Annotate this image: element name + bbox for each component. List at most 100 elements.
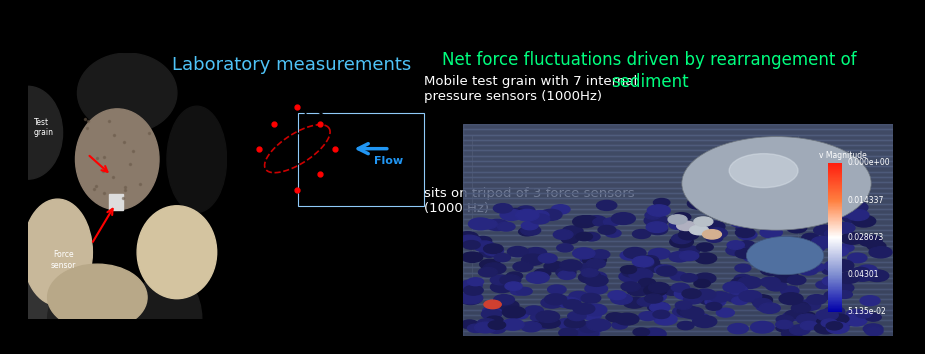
Circle shape <box>593 218 610 226</box>
Circle shape <box>490 281 513 293</box>
Circle shape <box>645 211 660 219</box>
Circle shape <box>484 244 503 253</box>
Circle shape <box>642 328 666 340</box>
Bar <box>109 194 123 210</box>
Circle shape <box>845 315 867 326</box>
Circle shape <box>490 275 510 285</box>
Circle shape <box>579 263 598 273</box>
Circle shape <box>646 292 666 302</box>
Circle shape <box>682 137 871 230</box>
Circle shape <box>793 302 808 310</box>
Circle shape <box>706 228 727 238</box>
Circle shape <box>757 303 774 311</box>
Circle shape <box>505 282 522 290</box>
Circle shape <box>559 328 577 337</box>
Circle shape <box>629 269 653 280</box>
Ellipse shape <box>0 266 57 354</box>
Circle shape <box>764 248 786 259</box>
Bar <box>462 278 893 283</box>
Circle shape <box>756 251 772 260</box>
Circle shape <box>477 319 497 328</box>
Circle shape <box>769 218 785 226</box>
Circle shape <box>779 293 803 304</box>
Circle shape <box>679 251 698 261</box>
Circle shape <box>521 322 541 332</box>
Circle shape <box>814 225 834 235</box>
Circle shape <box>836 209 854 217</box>
Text: sits on tripod of 3 force sensors
(1000 Hz): sits on tripod of 3 force sensors (1000 … <box>424 187 635 215</box>
Circle shape <box>804 250 820 258</box>
Circle shape <box>729 154 798 188</box>
Circle shape <box>738 276 761 289</box>
Circle shape <box>501 319 524 330</box>
Circle shape <box>760 227 783 238</box>
Circle shape <box>579 329 599 339</box>
Text: Laboratory measurements: Laboratory measurements <box>172 56 411 74</box>
Circle shape <box>760 277 781 287</box>
Circle shape <box>677 321 694 330</box>
Ellipse shape <box>47 264 147 331</box>
Bar <box>462 124 893 129</box>
Circle shape <box>687 198 710 209</box>
Circle shape <box>502 306 525 318</box>
Circle shape <box>581 268 598 277</box>
Circle shape <box>500 209 523 221</box>
Circle shape <box>603 218 620 226</box>
Bar <box>462 246 893 251</box>
Circle shape <box>788 257 810 268</box>
Circle shape <box>648 302 669 313</box>
Circle shape <box>800 321 818 330</box>
Circle shape <box>488 321 506 329</box>
Circle shape <box>814 322 837 334</box>
Circle shape <box>480 248 499 257</box>
Circle shape <box>620 251 639 260</box>
Circle shape <box>803 213 824 224</box>
Circle shape <box>775 271 798 282</box>
Circle shape <box>606 313 624 322</box>
Circle shape <box>541 297 562 308</box>
Circle shape <box>591 250 610 259</box>
Circle shape <box>643 258 660 267</box>
Circle shape <box>782 329 802 339</box>
Circle shape <box>653 199 670 207</box>
Circle shape <box>508 246 528 257</box>
Circle shape <box>847 210 869 221</box>
Circle shape <box>857 265 877 275</box>
Text: Mobile test grain with 7 internal
pressure sensors (1000Hz): Mobile test grain with 7 internal pressu… <box>424 75 637 103</box>
Circle shape <box>681 274 697 282</box>
Circle shape <box>682 289 701 298</box>
Circle shape <box>675 301 692 309</box>
Circle shape <box>779 267 798 276</box>
Circle shape <box>621 282 640 291</box>
Circle shape <box>539 209 561 221</box>
Circle shape <box>562 226 583 236</box>
Circle shape <box>644 285 667 296</box>
Circle shape <box>826 322 849 333</box>
Circle shape <box>734 274 751 283</box>
Circle shape <box>709 292 730 302</box>
Circle shape <box>649 302 670 313</box>
Circle shape <box>780 249 795 256</box>
Ellipse shape <box>47 279 128 354</box>
Bar <box>462 156 893 161</box>
Circle shape <box>460 280 482 291</box>
Circle shape <box>776 324 792 332</box>
Circle shape <box>494 281 510 289</box>
Circle shape <box>526 322 542 330</box>
Ellipse shape <box>23 199 93 305</box>
Circle shape <box>533 319 552 329</box>
Circle shape <box>483 306 502 316</box>
Circle shape <box>810 210 832 221</box>
Circle shape <box>729 285 747 295</box>
Circle shape <box>583 311 601 320</box>
Circle shape <box>737 241 755 250</box>
Bar <box>462 257 893 262</box>
Circle shape <box>831 317 852 327</box>
Circle shape <box>576 233 593 241</box>
Circle shape <box>670 272 687 280</box>
Circle shape <box>672 234 692 244</box>
Circle shape <box>808 263 824 271</box>
Circle shape <box>735 249 755 258</box>
Circle shape <box>585 275 608 286</box>
Circle shape <box>507 272 523 280</box>
